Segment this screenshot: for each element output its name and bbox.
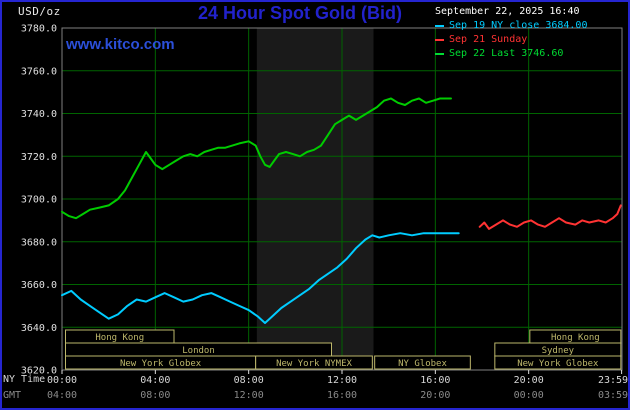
x-tick-label-gmt: 04:00 bbox=[47, 390, 77, 401]
series-line-2 bbox=[61, 97, 452, 220]
y-tick-label: 3620.0 bbox=[21, 366, 57, 377]
x-tick-label-gmt: 16:00 bbox=[327, 390, 357, 401]
x-tick-label-gmt: 20:00 bbox=[420, 390, 450, 401]
legend-label: Sep 19 NY close 3684.00 bbox=[449, 20, 588, 31]
y-tick-label: 3700.0 bbox=[21, 195, 57, 206]
kitco-watermark-link[interactable]: www.kitco.com bbox=[66, 36, 175, 53]
session-label: NY Globex bbox=[398, 359, 447, 369]
y-tick-label: 3660.0 bbox=[21, 280, 57, 291]
legend: Sep 19 NY close 3684.00 Sep 21 Sunday Sep … bbox=[435, 20, 625, 60]
legend-label: Sep 22 Last 3746.60 bbox=[449, 48, 564, 59]
x-tick-label-ny: 08:00 bbox=[234, 375, 264, 386]
session-label: Sydney bbox=[542, 346, 575, 356]
gmt-axis-label: GMT bbox=[3, 390, 22, 401]
legend-marker bbox=[435, 25, 444, 27]
session-label: New York Globex bbox=[120, 359, 202, 369]
x-tick-label-ny: 16:00 bbox=[420, 375, 450, 386]
legend-marker bbox=[435, 39, 444, 41]
session-label: Hong Kong bbox=[95, 333, 144, 343]
chart-datetime: September 22, 2025 16:40 bbox=[435, 6, 580, 17]
session-box bbox=[374, 355, 471, 370]
y-tick-label: 3740.0 bbox=[21, 109, 57, 120]
legend-item: Sep 22 Last 3746.60 bbox=[435, 48, 625, 60]
x-tick-label-ny: 04:00 bbox=[140, 375, 170, 386]
session-label: New York Globex bbox=[517, 359, 599, 369]
session-label: London bbox=[182, 346, 215, 356]
y-tick-label: 3640.0 bbox=[21, 323, 57, 334]
legend-marker bbox=[435, 53, 444, 55]
legend-item: Sep 19 NY close 3684.00 bbox=[435, 20, 625, 32]
y-tick-label: 3780.0 bbox=[21, 24, 57, 35]
header-right-block: September 22, 2025 16:40 Sep 19 NY close… bbox=[435, 6, 625, 60]
x-tick-label-gmt: 03:59 bbox=[598, 390, 628, 401]
ny-time-axis-label: NY Time bbox=[3, 374, 46, 385]
legend-item: Sep 21 Sunday bbox=[435, 34, 625, 46]
session-box bbox=[494, 355, 622, 370]
series-line-1 bbox=[478, 204, 622, 230]
series-line-0 bbox=[61, 232, 460, 324]
chart-title: 24 Hour Spot Gold (Bid) bbox=[198, 3, 402, 23]
x-tick-label-ny: 23:59 bbox=[598, 375, 628, 386]
session-label: Hong Kong bbox=[551, 333, 600, 343]
legend-label: Sep 21 Sunday bbox=[449, 34, 528, 45]
x-tick-label-ny: 12:00 bbox=[327, 375, 357, 386]
x-tick-label-gmt: 00:00 bbox=[514, 390, 544, 401]
y-tick-label: 3680.0 bbox=[21, 237, 57, 248]
x-tick-label-gmt: 08:00 bbox=[140, 390, 170, 401]
x-tick-label-gmt: 12:00 bbox=[234, 390, 264, 401]
x-tick-label-ny: 00:00 bbox=[47, 375, 77, 386]
y-tick-label: 3720.0 bbox=[21, 152, 57, 163]
session-label: New York NYMEX bbox=[276, 359, 352, 369]
session-box bbox=[255, 355, 373, 370]
y-tick-label: 3760.0 bbox=[21, 66, 57, 77]
x-tick-label-ny: 20:00 bbox=[514, 375, 544, 386]
y-axis-unit-label: USD/oz bbox=[18, 5, 61, 18]
